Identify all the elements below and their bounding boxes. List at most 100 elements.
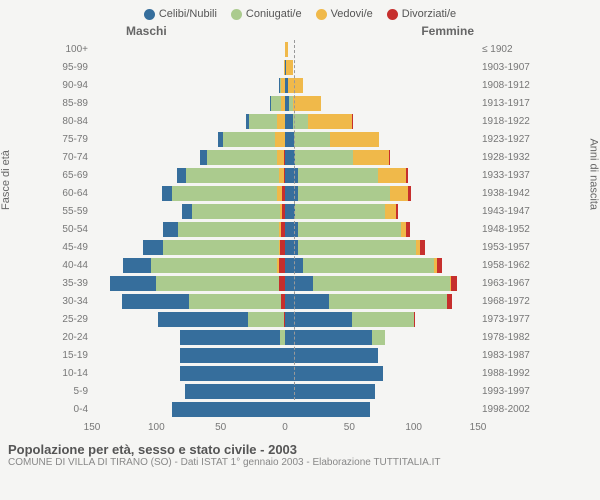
x-tick: 0 bbox=[282, 422, 288, 433]
bar-female bbox=[285, 222, 478, 237]
bar-pair bbox=[92, 258, 478, 273]
segment-c bbox=[285, 384, 375, 399]
bar-male bbox=[92, 222, 285, 237]
segment-v bbox=[330, 132, 379, 147]
segment-d bbox=[352, 114, 353, 129]
age-label: 60-64 bbox=[54, 188, 92, 199]
birth-year-label: ≤ 1902 bbox=[478, 44, 534, 55]
birth-year-label: 1938-1942 bbox=[478, 188, 534, 199]
bar-male bbox=[92, 42, 285, 57]
bar-female bbox=[285, 240, 478, 255]
age-label: 95-99 bbox=[54, 62, 92, 73]
legend-label: Coniugati/e bbox=[246, 8, 302, 20]
bar-male bbox=[92, 186, 285, 201]
segment-co bbox=[151, 258, 277, 273]
segment-c bbox=[110, 276, 156, 291]
bar-pair bbox=[92, 96, 478, 111]
legend-label: Vedovi/e bbox=[331, 8, 373, 20]
segment-c bbox=[285, 294, 329, 309]
segment-co bbox=[294, 132, 330, 147]
legend-label: Divorziati/e bbox=[402, 8, 456, 20]
birth-year-label: 1933-1937 bbox=[478, 170, 534, 181]
age-label: 25-29 bbox=[54, 314, 92, 325]
segment-co bbox=[295, 204, 385, 219]
segment-co bbox=[313, 276, 449, 291]
chart-subtitle: COMUNE DI VILLA DI TIRANO (SO) - Dati IS… bbox=[8, 457, 594, 468]
legend-label: Celibi/Nubili bbox=[159, 8, 217, 20]
bar-female bbox=[285, 60, 478, 75]
birth-year-label: 1903-1907 bbox=[478, 62, 534, 73]
age-label: 90-94 bbox=[54, 80, 92, 91]
bar-male bbox=[92, 348, 285, 363]
age-label: 30-34 bbox=[54, 296, 92, 307]
bar-male bbox=[92, 402, 285, 417]
segment-v bbox=[293, 96, 321, 111]
bar-pair bbox=[92, 276, 478, 291]
bar-female bbox=[285, 42, 478, 57]
bar-female bbox=[285, 402, 478, 417]
bar-pair bbox=[92, 402, 478, 417]
bar-male bbox=[92, 78, 285, 93]
bar-pair bbox=[92, 222, 478, 237]
segment-co bbox=[295, 150, 353, 165]
segment-d bbox=[451, 276, 457, 291]
segment-c bbox=[285, 366, 383, 381]
birth-year-label: 1968-1972 bbox=[478, 296, 534, 307]
bar-pair bbox=[92, 366, 478, 381]
age-label: 10-14 bbox=[54, 368, 92, 379]
chart-title: Popolazione per età, sesso e stato civil… bbox=[8, 442, 594, 457]
bar-male bbox=[92, 96, 285, 111]
gender-labels: Maschi Femmine bbox=[6, 24, 594, 40]
birth-year-label: 1918-1922 bbox=[478, 116, 534, 127]
legend-swatch bbox=[144, 9, 155, 20]
segment-co bbox=[271, 96, 281, 111]
y-axis-left-title: Fasce di età bbox=[0, 150, 12, 210]
segment-c bbox=[162, 186, 172, 201]
bar-male bbox=[92, 240, 285, 255]
segment-v bbox=[288, 78, 303, 93]
legend: Celibi/Nubili Coniugati/e Vedovi/e Divorzia… bbox=[6, 8, 594, 20]
segment-c bbox=[158, 312, 248, 327]
segment-c bbox=[163, 222, 178, 237]
bar-female bbox=[285, 168, 478, 183]
segment-c bbox=[285, 348, 378, 363]
age-label: 35-39 bbox=[54, 278, 92, 289]
bar-male bbox=[92, 150, 285, 165]
segment-c bbox=[122, 294, 189, 309]
segment-d bbox=[414, 312, 415, 327]
segment-co bbox=[298, 240, 416, 255]
segment-co bbox=[352, 312, 414, 327]
birth-year-label: 1928-1932 bbox=[478, 152, 534, 163]
birth-year-label: 1978-1982 bbox=[478, 332, 534, 343]
bar-pair bbox=[92, 240, 478, 255]
bar-male bbox=[92, 132, 285, 147]
age-label: 50-54 bbox=[54, 224, 92, 235]
segment-c bbox=[180, 366, 286, 381]
bar-pair bbox=[92, 150, 478, 165]
bar-female bbox=[285, 384, 478, 399]
age-label: 0-4 bbox=[54, 404, 92, 415]
bar-pair bbox=[92, 312, 478, 327]
bar-female bbox=[285, 276, 478, 291]
segment-c bbox=[180, 330, 280, 345]
segment-c bbox=[285, 402, 370, 417]
birth-year-label: 1943-1947 bbox=[478, 206, 534, 217]
bar-female bbox=[285, 132, 478, 147]
segment-v bbox=[385, 204, 395, 219]
segment-c bbox=[285, 114, 293, 129]
age-label: 100+ bbox=[54, 44, 92, 55]
x-tick: 50 bbox=[344, 422, 355, 433]
bar-male bbox=[92, 294, 285, 309]
age-label: 15-19 bbox=[54, 350, 92, 361]
label-male: Maschi bbox=[126, 24, 167, 38]
segment-co bbox=[372, 330, 385, 345]
plot-area: Fasce di età Anni di nascita 100+≤ 19029… bbox=[6, 40, 594, 440]
legend-item: Vedovi/e bbox=[316, 8, 373, 20]
bar-male bbox=[92, 384, 285, 399]
birth-year-label: 1963-1967 bbox=[478, 278, 534, 289]
label-female: Femmine bbox=[421, 24, 474, 38]
age-label: 70-74 bbox=[54, 152, 92, 163]
segment-d bbox=[420, 240, 425, 255]
bar-male bbox=[92, 114, 285, 129]
pyramid-rows: 100+≤ 190295-991903-190790-941908-191285… bbox=[54, 40, 534, 420]
